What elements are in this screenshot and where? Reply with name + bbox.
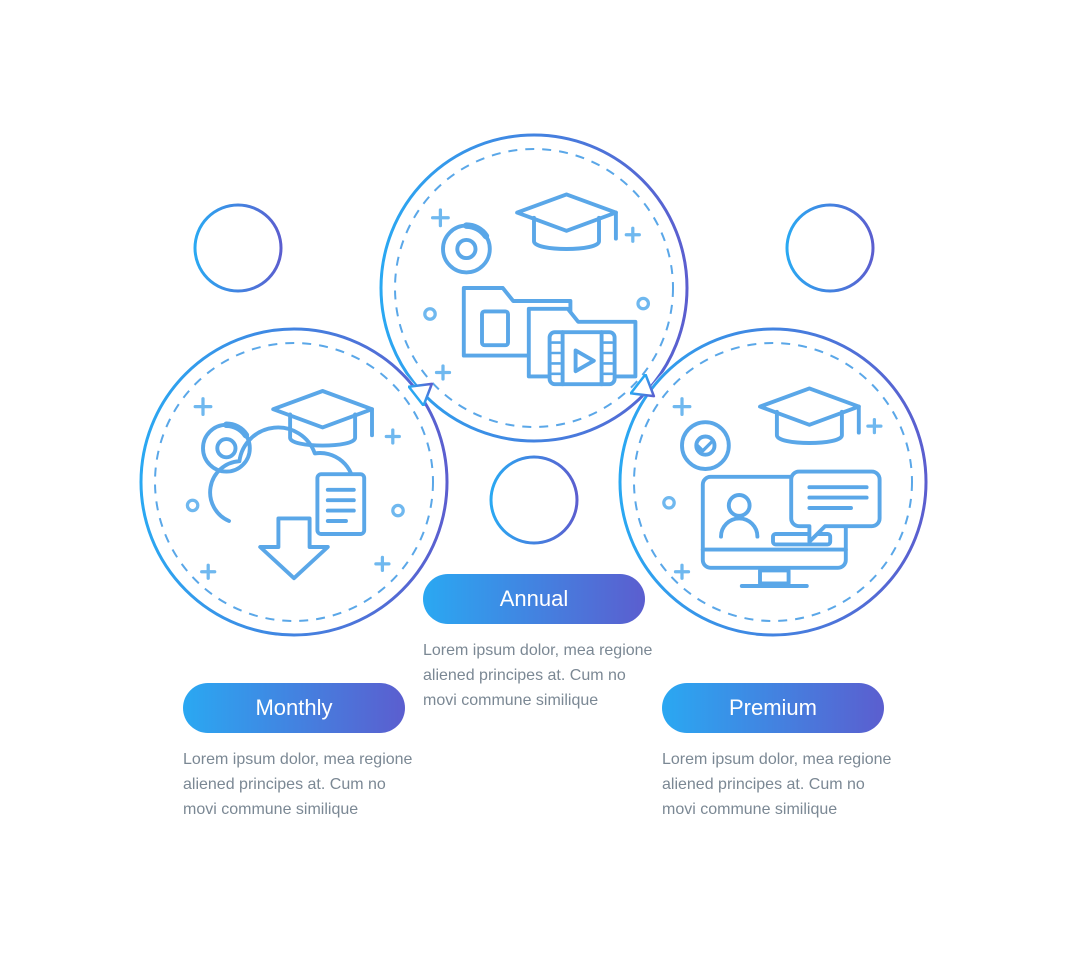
pill-monthly: Monthly [183,683,405,733]
infographic-stage: 01 02 03 Monthly Lorem ipsum dolor, mea … [0,0,1069,980]
arrow-1 [408,374,440,406]
desc-annual: Lorem ipsum dolor, mea regione aliened p… [423,639,653,713]
badge-03: 03 [785,203,875,293]
education-cloud-icon [164,352,424,612]
desc-premium: Lorem ipsum dolor, mea regione aliened p… [662,748,892,822]
badge-01: 01 [193,203,283,293]
pill-monthly-label: Monthly [255,695,332,721]
pill-premium-label: Premium [729,695,817,721]
desc-monthly: Lorem ipsum dolor, mea regione aliened p… [183,748,413,822]
education-monitor-icon [643,352,903,612]
arrow-2 [630,374,662,406]
badge-02: 02 [489,455,579,545]
pill-annual-label: Annual [500,586,569,612]
circle-premium [618,327,928,637]
circle-monthly [139,327,449,637]
pill-annual: Annual [423,574,645,624]
pill-premium: Premium [662,683,884,733]
education-files-icon [404,158,664,418]
